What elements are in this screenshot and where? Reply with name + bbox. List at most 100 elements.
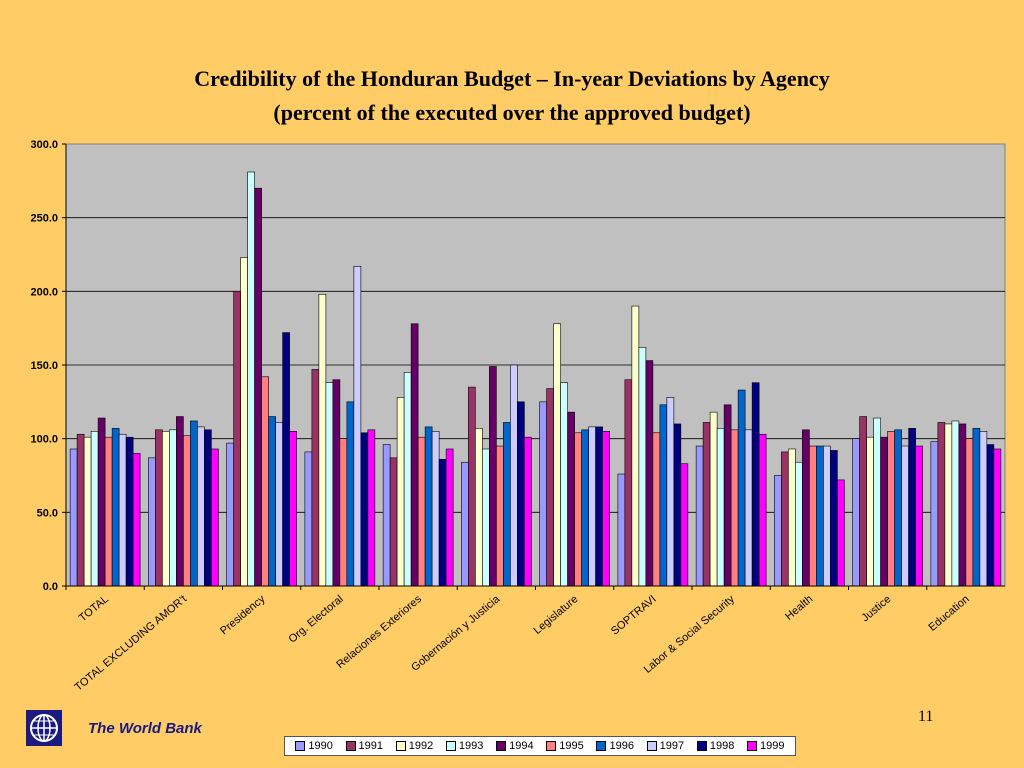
bar xyxy=(915,445,923,587)
bar xyxy=(581,429,589,587)
bar xyxy=(774,475,782,587)
bar xyxy=(132,453,141,587)
bar xyxy=(823,445,831,587)
bar xyxy=(901,445,909,587)
bar xyxy=(183,435,191,587)
bar xyxy=(652,432,661,587)
bar xyxy=(659,404,668,587)
bar xyxy=(723,404,732,587)
world-bank-logo xyxy=(26,710,62,746)
bar xyxy=(595,426,603,587)
bar xyxy=(197,426,205,587)
y-axis: 0.0 50.0 100.0 150.0 200.0 250.0 300.0 xyxy=(30,139,67,593)
bar xyxy=(709,411,718,587)
x-category-label: Gobernación y Justicia xyxy=(409,593,503,674)
bar xyxy=(624,379,633,587)
bar xyxy=(90,430,99,587)
legend-swatch xyxy=(445,741,456,751)
bar xyxy=(553,323,561,587)
legend-item: 1997 xyxy=(646,740,685,752)
legend-item: 1992 xyxy=(395,740,434,752)
chart-title-line1: Credibility of the Honduran Budget – In-… xyxy=(194,66,830,91)
bar xyxy=(524,436,532,587)
bar xyxy=(830,450,838,587)
x-category-label: Presidency xyxy=(218,593,268,637)
bar xyxy=(339,438,348,587)
bar xyxy=(602,430,610,587)
bar xyxy=(311,369,320,587)
bar xyxy=(162,430,170,587)
x-category-label: Health xyxy=(783,593,815,623)
y-tick-label: 100.0 xyxy=(30,434,58,446)
x-category-label: Org. Electoral xyxy=(286,593,345,645)
bar xyxy=(680,463,689,587)
bar xyxy=(539,401,547,587)
bar xyxy=(233,291,241,587)
legend-label: 1996 xyxy=(609,740,634,752)
legend-label: 1991 xyxy=(358,740,384,752)
legend-item: 1993 xyxy=(445,740,484,752)
bar xyxy=(424,426,433,587)
x-category-label: Legislature xyxy=(532,593,581,637)
bar xyxy=(645,360,654,587)
bar xyxy=(410,323,419,587)
bar xyxy=(254,187,262,587)
chart-legend: 1990 1991 1992 1993 1994 1995 1996 1997 1998 1999 xyxy=(284,736,796,756)
y-tick-label: 50.0 xyxy=(37,507,58,519)
organization-name: The World Bank xyxy=(88,720,202,737)
bar xyxy=(204,429,212,587)
page-number: 11 xyxy=(918,708,934,725)
bar xyxy=(751,382,760,587)
bar xyxy=(445,448,454,587)
bar xyxy=(880,436,888,587)
bar-chart: 0.0 50.0 100.0 150.0 200.0 250.0 300.0 TOTALTO… xyxy=(30,139,1006,694)
legend-label: 1994 xyxy=(509,740,534,752)
bar xyxy=(240,257,248,587)
legend-swatch xyxy=(546,741,557,751)
bar xyxy=(852,438,860,587)
bar xyxy=(353,265,362,587)
legend-item: 1995 xyxy=(546,740,584,752)
bar xyxy=(482,448,490,587)
legend-label: 1993 xyxy=(458,740,484,752)
bar xyxy=(908,428,916,587)
bar xyxy=(268,416,276,587)
bar xyxy=(816,445,824,587)
bar xyxy=(104,436,113,587)
y-tick-label: 0.0 xyxy=(43,581,58,593)
bar xyxy=(894,429,902,587)
bar xyxy=(367,429,376,587)
legend-label: 1992 xyxy=(408,740,434,752)
bar xyxy=(702,422,711,587)
bar xyxy=(666,397,675,587)
bar xyxy=(866,436,874,587)
legend-label: 1990 xyxy=(308,740,333,752)
bar-marks xyxy=(69,171,1002,587)
legend-swatch xyxy=(496,741,507,751)
bar xyxy=(190,420,198,587)
bar xyxy=(360,432,369,587)
bar xyxy=(567,411,575,587)
legend-label: 1995 xyxy=(559,740,584,752)
bar xyxy=(788,448,796,587)
bar xyxy=(887,430,895,587)
legend-label: 1999 xyxy=(760,740,785,752)
bar xyxy=(226,442,234,587)
x-category-label: Relaciones Exteriores xyxy=(334,593,424,671)
bar xyxy=(560,382,568,587)
legend-label: 1997 xyxy=(659,740,685,752)
bar xyxy=(176,416,184,587)
bar xyxy=(958,423,967,587)
chart-subtitle: (percent of the executed over the approv… xyxy=(273,100,751,125)
bar xyxy=(744,429,753,587)
bar xyxy=(125,436,134,587)
bar xyxy=(695,445,704,587)
bar xyxy=(275,422,283,587)
bar xyxy=(937,422,946,587)
bar xyxy=(389,457,398,587)
bar xyxy=(83,436,92,587)
legend-swatch xyxy=(596,741,607,751)
legend-swatch xyxy=(747,741,758,751)
x-category-label: SOPTRAVI xyxy=(609,593,659,637)
